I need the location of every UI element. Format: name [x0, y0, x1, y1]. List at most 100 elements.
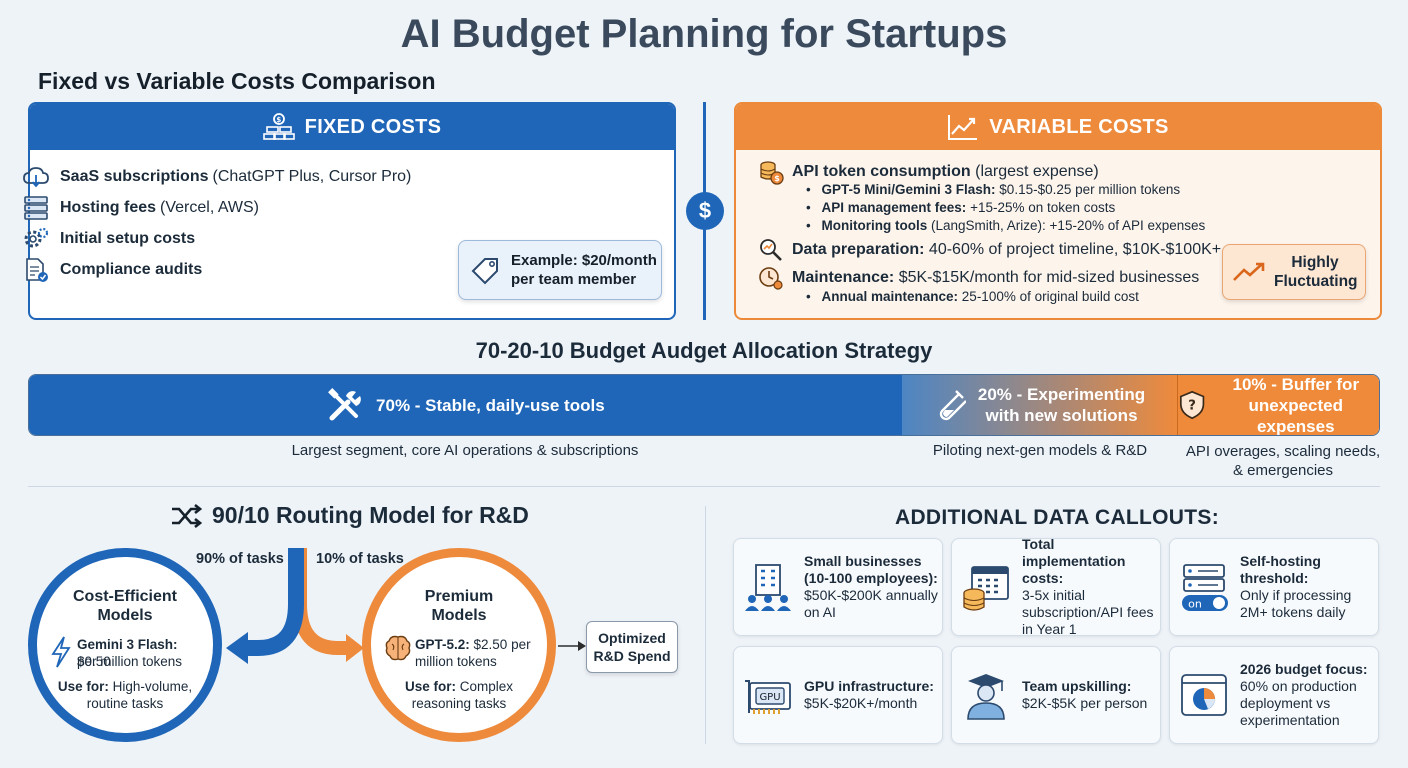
callout-gpu-text: GPU infrastructure: $5K-$20K+/month [804, 678, 934, 712]
svg-text:$: $ [774, 174, 780, 183]
cost-efficient-model-price: $0.50 [77, 654, 111, 669]
allocation-caption-20: Piloting next-gen models & R&D [932, 442, 1148, 459]
fixed-item-hosting: Hosting fees (Vercel, AWS) [22, 195, 259, 221]
document-check-icon [26, 258, 48, 282]
premium-title: Premium Models [371, 587, 547, 625]
fixed-item-saas: SaaS subscriptions (ChatGPT Plus, Cursor… [22, 164, 411, 190]
fixed-item-setup: Initial setup costs [22, 226, 199, 252]
callouts-title: ADDITIONAL DATA CALLOUTS: [894, 506, 1220, 529]
fixed-item-hosting-bold: Hosting fees [60, 199, 157, 216]
allocation-segment-20-label: 20% - Experimenting with new solutions [978, 384, 1145, 426]
premium-model-price: $2.50 per [473, 637, 531, 652]
variable-costs-title: VARIABLE COSTS [989, 115, 1169, 138]
callout-total-implementation-rest: 3-5x initial subscription/API fees in Ye… [1022, 587, 1154, 637]
fixed-item-saas-bold: SaaS subscriptions [60, 168, 209, 185]
var-sub-gpt5-rest: $0.15-$0.25 per million tokens [999, 182, 1181, 197]
callout-gpu-bold: GPU infrastructure: [804, 678, 934, 694]
allocation-segment-20: 20% - Experimenting with new solutions [901, 375, 1178, 435]
allocation-caption-70: Largest segment, core AI operations & su… [291, 442, 639, 459]
clock-gear-icon [759, 267, 783, 290]
fixed-costs-title: FIXED COSTS [304, 115, 442, 138]
callout-budget-focus-rest: 60% on production deployment vs experime… [1240, 678, 1357, 728]
trend-chart-icon [948, 115, 978, 140]
var-item-data-prep-rest: 40-60% of project timeline, $10K-$100K+ [928, 241, 1222, 258]
routing-title: 90/10 Routing Model for R&D [170, 502, 529, 529]
svg-text:$: $ [276, 116, 281, 124]
fixed-item-hosting-rest: (Vercel, AWS) [160, 199, 259, 216]
premium-use-1: Complex [459, 679, 514, 694]
callout-small-businesses-rest: $50K-$200K annually on AI [804, 587, 938, 620]
cost-efficient-use-2: routine tasks [86, 696, 164, 711]
money-bricks-icon: $ [262, 113, 295, 140]
callout-total-implementation-bold: Total implementation costs: [1022, 536, 1126, 586]
svg-text:?: ? [1189, 399, 1197, 414]
coins-stack-icon: $ [760, 161, 784, 185]
var-item-api: $ API token consumption (largest expense… [758, 159, 1099, 185]
premium-model: GPT-5.2: $2.50 per [415, 636, 531, 653]
fixed-costs-panel: $ FIXED COSTS [28, 102, 676, 320]
price-tag-icon [471, 258, 498, 285]
cost-efficient-model: Gemini 3 Flash: $0.50 [77, 636, 213, 670]
callout-gpu: GPU GPU infrastructure: $5K-$20K+/month [733, 646, 943, 744]
dollar-icon: $ [686, 192, 724, 230]
allocation-segment-10-label-2: unexpected expenses [1248, 395, 1344, 436]
section-title-costs: Fixed vs Variable Costs Comparison [38, 68, 436, 94]
optimized-spend-box: Optimized R&D Spend [586, 621, 678, 673]
shield-question-icon: ? [1180, 390, 1205, 420]
cost-efficient-use: Use for: High-volume, routine tasks [37, 678, 213, 712]
fixed-item-setup-bold: Initial setup costs [60, 230, 196, 247]
office-building-icon [745, 564, 791, 611]
callout-small-businesses-bold: Small businesses (10-100 employees): [804, 553, 938, 586]
fixed-example-box: Example: $20/month per team member [458, 240, 662, 300]
right-tasks-label: 10% of tasks [316, 551, 404, 567]
var-sub-api-mgmt: API management fees: +15-25% on token co… [806, 200, 1116, 215]
var-sub-gpt5-bold: GPT-5 Mini/Gemini 3 Flash: [821, 182, 996, 197]
calendar-coins-icon [963, 566, 1009, 611]
callout-total-implementation: Total implementation costs: 3-5x initial… [951, 536, 1161, 637]
var-item-maintenance-rest: $5K-$15K/month for mid-sized businesses [898, 269, 1200, 286]
fixed-example-text: Example: $20/month per team member [511, 252, 657, 288]
server-toggle-icon: on [1182, 564, 1228, 611]
premium-model-bold: GPT-5.2: [415, 637, 470, 652]
callout-self-hosting: on Self-hosting threshold: Only if proce… [1169, 538, 1379, 636]
highly-fluctuating-box: Highly Fluctuating [1222, 244, 1366, 300]
cost-efficient-title-2: Models [97, 607, 153, 624]
allocation-segment-10: ? 10% - Buffer for unexpected expenses [1177, 375, 1379, 435]
premium-use: Use for: Complex reasoning tasks [371, 678, 547, 712]
allocation-segment-70-label: 70% - Stable, daily-use tools [376, 395, 605, 415]
premium-title-1: Premium [424, 588, 494, 605]
var-sub-annual-rest: 25-100% of original build cost [961, 289, 1139, 304]
routing-title-text: 90/10 Routing Model for R&D [212, 502, 529, 528]
var-item-maintenance-bold: Maintenance: [792, 269, 895, 286]
callout-gpu-rest: $5K-$20K+/month [804, 695, 918, 711]
var-item-api-bold: API token consumption [792, 163, 971, 180]
premium-use-bold: Use for: [404, 679, 456, 694]
tools-icon [328, 388, 361, 421]
routing-arrows [226, 548, 364, 664]
cost-efficient-use-bold: Use for: [57, 679, 109, 694]
callout-budget-focus: 2026 budget focus: 60% on production dep… [1169, 646, 1379, 744]
gears-icon [24, 227, 49, 248]
allocation-segment-70: 70% - Stable, daily-use tools [29, 375, 902, 435]
result-arrow [558, 641, 586, 651]
var-item-api-rest: (largest expense) [975, 163, 1099, 180]
fixed-item-saas-rest: (ChatGPT Plus, Cursor Pro) [212, 168, 412, 185]
gpu-card-icon: GPU [745, 680, 791, 714]
var-sub-annual-bold: Annual maintenance: [821, 289, 959, 304]
test-tube-icon [939, 390, 966, 421]
allocation-segment-10-label: 10% - Buffer for unexpected expenses [1213, 375, 1379, 436]
var-sub-api-mgmt-rest: +15-25% on token costs [970, 200, 1116, 215]
premium-title-2: Models [431, 607, 487, 624]
cost-efficient-use-1: High-volume, [112, 679, 193, 694]
callout-self-hosting-bold: Self-hosting threshold: [1240, 553, 1321, 586]
bottom-divider [705, 506, 706, 744]
callout-upskilling-bold: Team upskilling: [1022, 678, 1132, 694]
gpu-chip-label: GPU [759, 692, 780, 703]
callout-budget-focus-bold: 2026 budget focus: [1240, 661, 1368, 677]
lightning-icon [51, 636, 71, 668]
cost-efficient-circle: Cost-Efficient Models Gemini 3 Flash: $0… [28, 548, 222, 742]
allocation-title: 70-20-10 Budget Audget Allocation Strate… [475, 338, 933, 363]
var-item-maintenance: Maintenance: $5K-$15K/month for mid-size… [758, 265, 1199, 291]
trend-up-icon [1233, 262, 1265, 281]
premium-circle: Premium Models GPT-5.2: $2.50 per millio… [362, 548, 556, 742]
